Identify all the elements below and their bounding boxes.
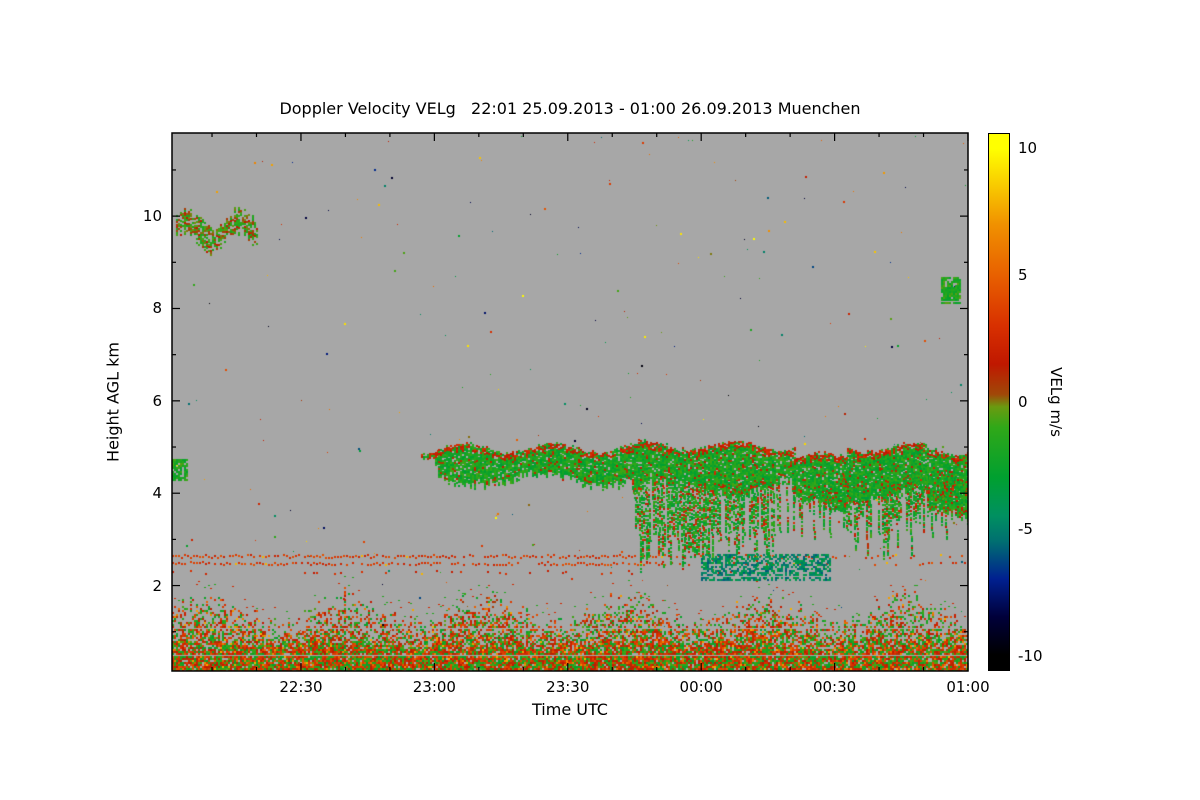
colorbar-gradient bbox=[988, 133, 1010, 671]
x-axis-label: Time UTC bbox=[532, 700, 608, 719]
x-tick-label: 00:30 bbox=[812, 678, 857, 696]
colorbar-tick-label: -10 bbox=[1018, 646, 1043, 665]
y-tick-label: 8 bbox=[152, 299, 162, 318]
y-tick-label: 4 bbox=[152, 484, 162, 503]
y-tick-label: 10 bbox=[142, 207, 162, 226]
y-tick-label: 6 bbox=[152, 391, 162, 410]
x-tick-label: 23:00 bbox=[412, 678, 456, 696]
colorbar-tick-label: 0 bbox=[1018, 393, 1028, 411]
colorbar-tick-label: 10 bbox=[1018, 139, 1038, 158]
x-tick-label: 00:00 bbox=[679, 678, 723, 696]
y-tick-label: 2 bbox=[152, 576, 162, 595]
chart-title: Doppler Velocity VELg 22:01 25.09.2013 -… bbox=[279, 99, 861, 118]
x-tick-label: 23:30 bbox=[546, 678, 590, 696]
colorbar-tick-label: 5 bbox=[1018, 266, 1028, 285]
x-tick-label: 01:00 bbox=[946, 678, 990, 696]
colorbar-tick-label: -5 bbox=[1018, 519, 1033, 538]
colorbar-label: VELg m/s bbox=[1047, 367, 1065, 437]
heatmap-plot-canvas bbox=[172, 133, 968, 671]
x-tick-label: 22:30 bbox=[279, 678, 323, 696]
